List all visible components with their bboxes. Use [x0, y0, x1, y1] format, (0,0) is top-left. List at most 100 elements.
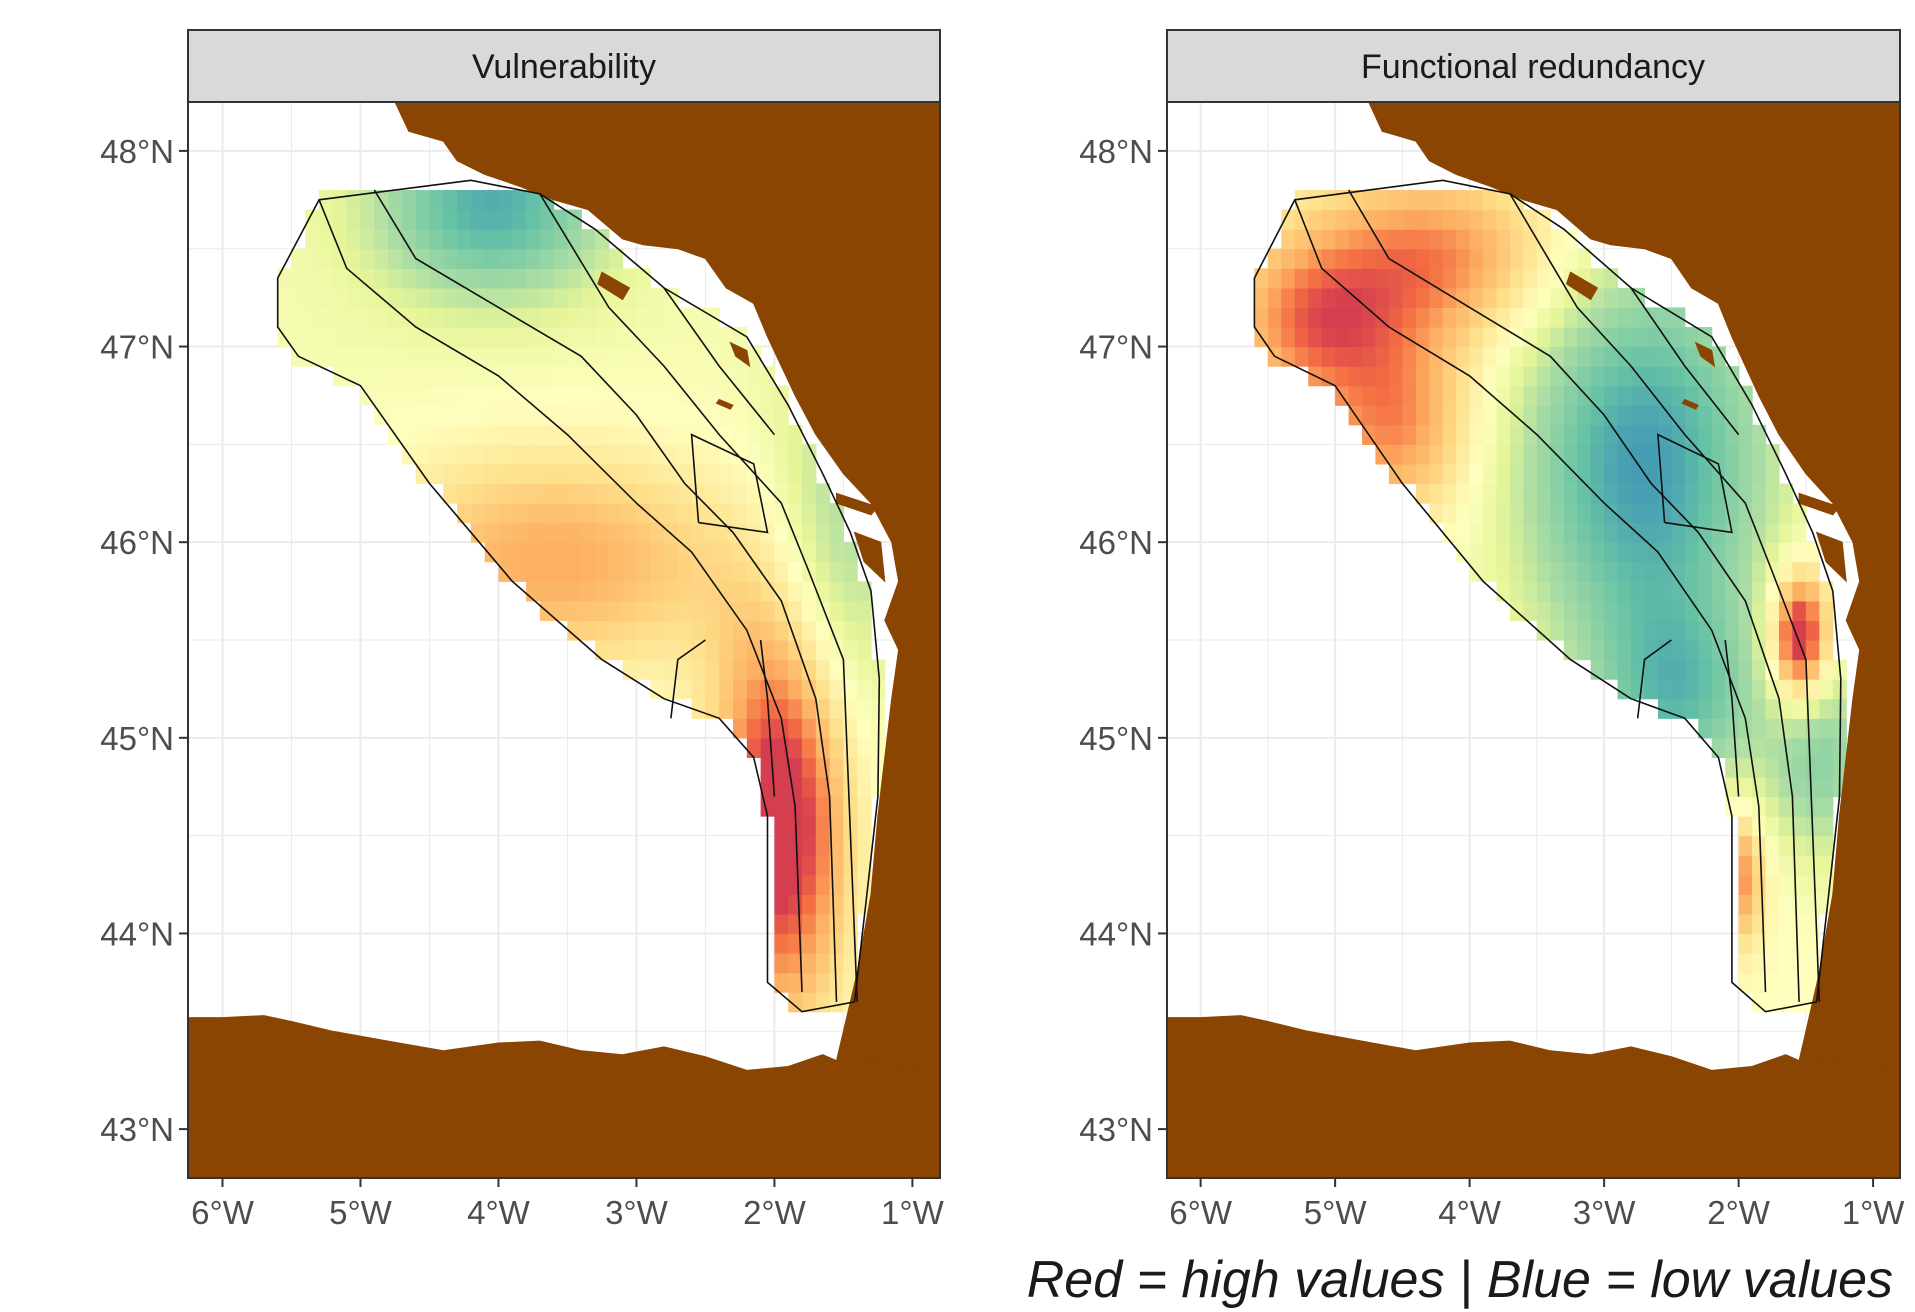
raster-cell	[622, 600, 638, 622]
raster-cell	[360, 366, 375, 387]
raster-cell	[650, 326, 665, 348]
raster-cell	[746, 718, 762, 739]
raster-cell	[1644, 405, 1659, 426]
raster-cell	[1281, 268, 1296, 289]
raster-cell	[1590, 326, 1605, 348]
raster-cell	[1523, 307, 1538, 328]
raster-cell	[1429, 463, 1444, 485]
raster-cell	[705, 620, 720, 641]
raster-cell	[1415, 405, 1430, 426]
raster-cell	[1496, 503, 1511, 524]
raster-cell	[1496, 287, 1511, 309]
panel-functional-redundancy: Functional redundancy 6°W 5°W 4°W 3°W 2°W 1°W…	[1079, 29, 1905, 1231]
raster-cell	[1765, 757, 1780, 778]
raster-cell	[1738, 796, 1753, 817]
raster-cell	[774, 933, 789, 954]
raster-cell	[1483, 542, 1498, 563]
raster-cell	[429, 190, 444, 211]
zone-boundary	[1630, 287, 1740, 436]
raster-cell	[1402, 229, 1417, 250]
raster-cell	[774, 855, 789, 876]
raster-cell	[553, 483, 569, 504]
panel-vulnerability-strip	[187, 29, 941, 103]
raster-cell	[1509, 561, 1525, 582]
raster-cell	[319, 326, 334, 348]
raster-cell	[526, 229, 541, 250]
raster-cell	[1402, 248, 1417, 269]
raster-cell	[650, 444, 665, 465]
raster-cell	[774, 620, 789, 641]
raster-cell	[1604, 620, 1619, 641]
raster-cell	[1792, 522, 1807, 543]
raster-cell	[691, 522, 707, 543]
raster-cell	[429, 307, 444, 328]
raster-cell	[733, 640, 748, 661]
raster-cell	[1778, 522, 1794, 543]
raster-cell	[1657, 659, 1672, 680]
raster-cell	[705, 640, 720, 661]
raster-cell	[1563, 326, 1578, 348]
raster-cell	[1321, 307, 1336, 328]
raster-cell	[664, 640, 679, 661]
raster-cell	[332, 326, 348, 348]
raster-cell	[677, 444, 693, 465]
raster-cell	[581, 307, 596, 328]
raster-cell	[1590, 561, 1605, 582]
raster-cell	[526, 561, 541, 582]
raster-cell	[539, 209, 555, 230]
raster-cell	[1657, 385, 1672, 406]
raster-cell	[415, 307, 431, 328]
raster-cell	[1657, 561, 1672, 582]
raster-cell	[1429, 424, 1444, 445]
raster-cell	[1577, 326, 1592, 348]
raster-cell	[1536, 561, 1551, 582]
raster-cell	[719, 346, 734, 367]
raster-cell	[1738, 405, 1753, 426]
raster-cell	[1590, 581, 1605, 602]
raster-cell	[1415, 248, 1430, 269]
raster-cell	[788, 444, 803, 465]
raster-cell	[1765, 855, 1780, 876]
raster-cell	[1684, 600, 1699, 622]
raster-cell	[608, 483, 624, 504]
raster-cell	[1550, 463, 1565, 485]
raster-cell	[1577, 248, 1592, 269]
raster-cell	[608, 522, 624, 543]
panel-functional-redundancy-y-axis: 43°N44°N45°N46°N47°N48°N	[1079, 133, 1167, 1148]
raster-cell	[470, 424, 486, 445]
raster-cell	[636, 385, 651, 406]
raster-cell	[1254, 287, 1269, 309]
raster-cell	[1348, 307, 1363, 328]
raster-cell	[1765, 698, 1780, 719]
raster-cell	[457, 190, 472, 211]
raster-cell	[429, 248, 444, 269]
raster-cell	[1752, 698, 1767, 719]
raster-cell	[815, 561, 831, 582]
raster-cell	[595, 483, 610, 504]
raster-cell	[1536, 287, 1551, 309]
raster-cell	[650, 542, 665, 563]
raster-cell	[1469, 424, 1484, 445]
raster-cell	[1738, 776, 1753, 798]
raster-cell	[774, 581, 789, 602]
raster-cell	[760, 600, 776, 622]
raster-cell	[1698, 463, 1713, 485]
raster-cell	[1469, 444, 1484, 465]
raster-cell	[1442, 483, 1457, 504]
raster-cell	[526, 444, 541, 465]
raster-cell	[415, 229, 431, 250]
raster-cell	[401, 268, 417, 289]
raster-cell	[1684, 346, 1699, 367]
raster-cell	[691, 503, 707, 524]
land-spain	[1167, 1015, 1900, 1178]
raster-cell	[691, 581, 707, 602]
raster-cell	[815, 913, 831, 935]
raster-cell	[1604, 600, 1619, 622]
raster-cell	[829, 855, 845, 876]
raster-cell	[1267, 307, 1282, 328]
raster-cell	[1254, 268, 1269, 289]
raster-cell	[484, 522, 500, 543]
raster-cell	[1362, 209, 1377, 230]
raster-cell	[567, 561, 582, 582]
color-legend-caption: Red = high values | Blue = low values	[1026, 1251, 1893, 1309]
